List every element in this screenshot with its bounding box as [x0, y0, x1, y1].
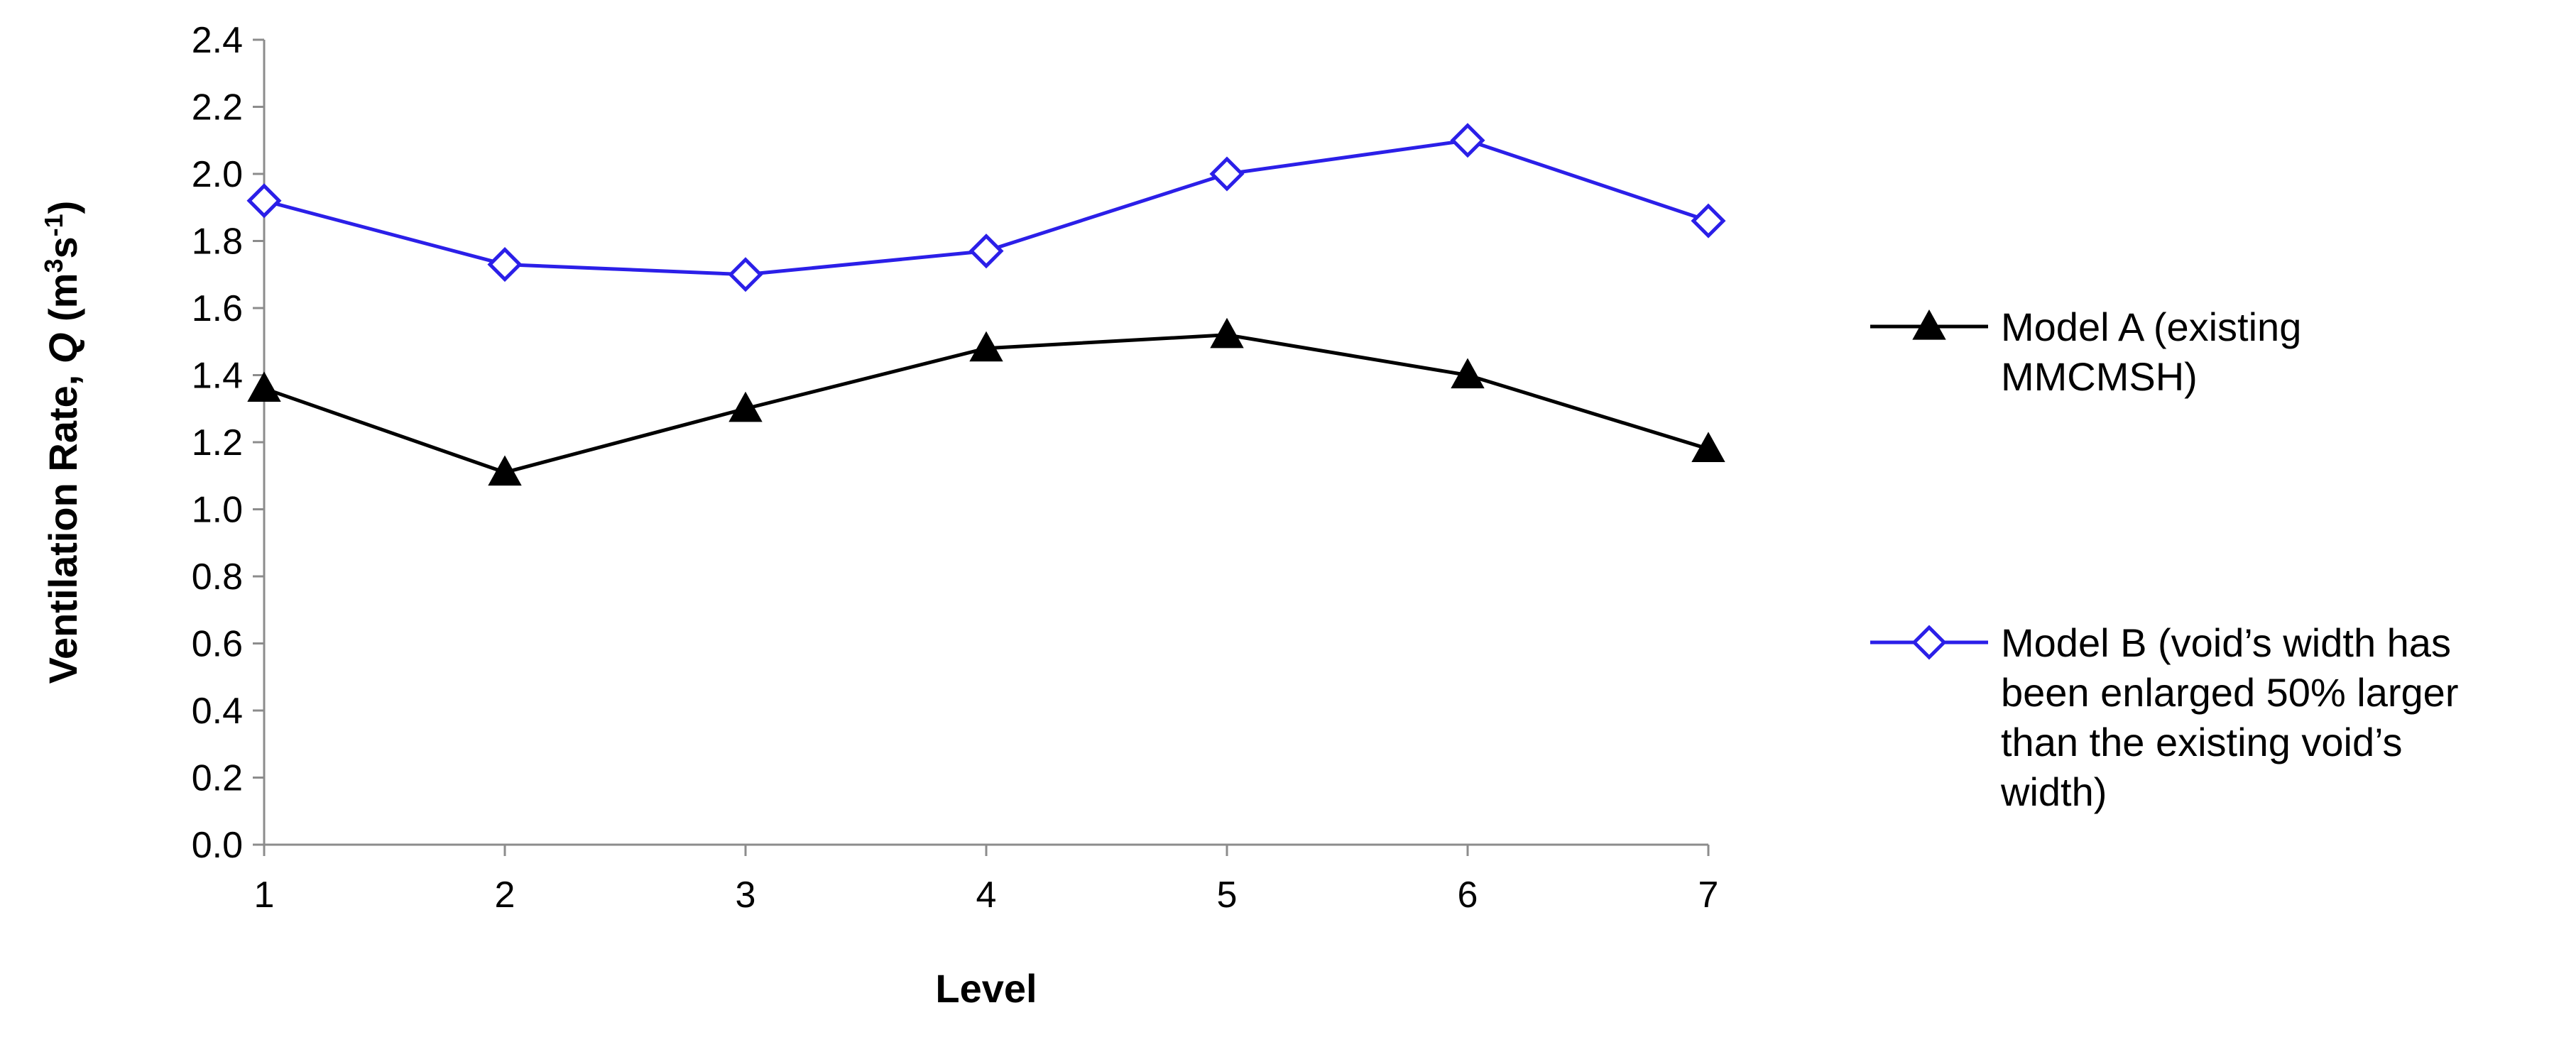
y-axis-title: Ventilation Rate, Q (m3s-1): [39, 201, 86, 684]
legend-item-model-a: Model A (existing MMCMSH): [1870, 305, 2301, 399]
y-axis-title-unit-open: (m: [40, 273, 85, 333]
y-tick-label: 0.8: [192, 556, 243, 598]
data-point-marker: [1210, 317, 1244, 349]
y-axis-title-unit-mid: s: [40, 236, 85, 258]
series-layer: [246, 123, 1726, 486]
y-tick-label: 0.0: [192, 825, 243, 866]
x-tick-label: 4: [976, 874, 997, 916]
legend-label-line: MMCMSH): [2001, 354, 2198, 399]
legend-label-line: width): [2000, 769, 2107, 814]
y-tick-label: 2.0: [192, 154, 243, 195]
x-tick-label: 6: [1458, 874, 1478, 916]
data-point-marker: [247, 371, 281, 402]
y-axis-title-unit-sup1: 3: [39, 259, 68, 273]
data-point-marker: [728, 391, 763, 422]
y-axis-title-variable: Q: [40, 333, 85, 364]
data-point-marker: [1209, 156, 1245, 192]
y-tick-label: 0.2: [192, 758, 243, 799]
x-tick-label: 2: [495, 874, 515, 916]
series-model-a: [247, 317, 1725, 486]
legend-label-line: Model A (existing: [2001, 305, 2301, 349]
y-tick-label: 1.8: [192, 221, 243, 263]
data-point-marker: [487, 247, 523, 283]
data-point-marker: [728, 257, 763, 292]
x-tick-label: 1: [254, 874, 275, 916]
y-axis-title-prefix: Ventilation Rate,: [40, 363, 85, 684]
y-tick-label: 1.0: [192, 490, 243, 531]
data-point-marker: [969, 331, 1003, 362]
data-point-marker: [488, 455, 522, 486]
legend-marker: [1912, 309, 1946, 340]
y-tick-label: 1.2: [192, 422, 243, 464]
legend-label-line: Model B (void’s width has: [2001, 620, 2451, 665]
x-tick-label: 5: [1217, 874, 1238, 916]
y-axis-ticks: 0.0 0.2 0.4 0.6 0.8 1.0 1.2 1.4 1.6 1.8 2.0 2.2 2.4: [192, 20, 264, 866]
y-tick-label: 0.4: [192, 691, 243, 732]
x-tick-label: 7: [1698, 874, 1719, 916]
plot-area: 0.00.20.40.60.81.01.21.41.61.82.02.22.4 …: [192, 20, 1726, 916]
x-axis-title: Level: [935, 966, 1037, 1011]
legend-marker: [1911, 625, 1947, 660]
data-point-marker: [1691, 203, 1726, 238]
data-point-marker: [1450, 123, 1485, 158]
data-point-marker: [246, 183, 282, 219]
data-point-marker: [968, 234, 1004, 269]
legend-item-model-b: Model B (void’s width has been enlarged 5…: [1870, 620, 2458, 814]
legend-label: Model A (existing MMCMSH): [2001, 305, 2301, 399]
y-axis-title-unit-close: ): [40, 201, 85, 214]
legend-label-line: than the existing void’s: [2001, 720, 2403, 764]
legend-label: Model B (void’s width has been enlarged 5…: [2000, 620, 2458, 814]
x-tick-label: 3: [736, 874, 756, 916]
y-tick-label: 1.6: [192, 288, 243, 329]
y-tick-label: 1.4: [192, 356, 243, 397]
legend-label-line: been enlarged 50% larger: [2001, 670, 2458, 715]
x-axis-ticks: 1 2 3 4 5 6 7: [254, 845, 1719, 916]
y-tick-label: 0.6: [192, 624, 243, 665]
data-point-marker: [1451, 358, 1485, 389]
legend: Model A (existing MMCMSH) Model B (void’s …: [1870, 305, 2458, 814]
series-model-b: [246, 123, 1726, 292]
y-axis-title-unit-sup2: -1: [39, 214, 68, 236]
data-point-marker: [1691, 432, 1725, 463]
y-tick-label: 2.4: [192, 20, 243, 61]
y-tick-label: 2.2: [192, 87, 243, 128]
